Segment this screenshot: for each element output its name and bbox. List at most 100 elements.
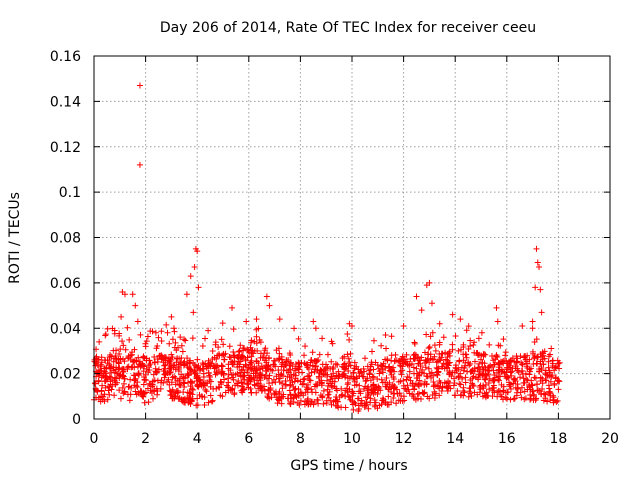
data-point <box>120 373 127 380</box>
data-point <box>185 379 192 386</box>
data-point <box>180 359 187 366</box>
data-point <box>240 363 247 370</box>
data-point <box>444 357 451 364</box>
data-point <box>547 392 554 399</box>
data-point <box>392 351 399 358</box>
data-point <box>140 373 147 380</box>
data-point <box>164 329 171 336</box>
data-point <box>182 337 189 344</box>
data-point <box>467 390 474 397</box>
data-point <box>467 360 474 367</box>
data-point <box>186 365 193 372</box>
data-point <box>500 357 507 364</box>
data-point <box>486 375 493 382</box>
data-point <box>164 378 171 385</box>
data-point <box>542 377 549 384</box>
data-point <box>548 373 555 380</box>
y-tick-label: 0.16 <box>50 49 81 65</box>
data-point <box>537 358 544 365</box>
data-point <box>216 384 223 391</box>
data-point <box>215 367 222 374</box>
data-point <box>241 345 248 352</box>
data-point <box>201 401 208 408</box>
data-point <box>385 363 392 370</box>
data-point <box>319 394 326 401</box>
data-point <box>398 371 405 378</box>
data-point <box>490 357 497 364</box>
data-point <box>362 402 369 409</box>
data-point <box>229 374 236 381</box>
data-point <box>427 351 434 358</box>
data-point <box>178 342 185 349</box>
data-point <box>414 375 421 382</box>
data-point <box>367 399 374 406</box>
data-point <box>111 392 118 399</box>
data-point <box>400 393 407 400</box>
data-point <box>102 331 109 338</box>
data-point <box>438 387 445 394</box>
data-point <box>379 369 386 376</box>
data-point <box>170 325 177 332</box>
data-point <box>364 394 371 401</box>
data-point <box>194 248 201 255</box>
data-point <box>497 342 504 349</box>
data-point <box>500 388 507 395</box>
data-point <box>365 405 372 412</box>
data-point <box>338 385 345 392</box>
data-point <box>102 332 109 339</box>
data-point <box>245 380 252 387</box>
data-point <box>521 354 528 361</box>
data-point <box>323 361 330 368</box>
data-point <box>136 161 143 168</box>
data-point <box>500 336 507 343</box>
data-point <box>173 355 180 362</box>
data-point <box>250 350 257 357</box>
data-point <box>447 385 454 392</box>
data-point <box>460 343 467 350</box>
data-point <box>132 388 139 395</box>
data-point <box>433 371 440 378</box>
data-point <box>531 374 538 381</box>
x-tick-label: 18 <box>549 431 567 447</box>
data-point <box>334 387 341 394</box>
data-point <box>319 335 326 342</box>
data-point <box>149 381 156 388</box>
data-point <box>376 402 383 409</box>
data-point <box>390 395 397 402</box>
data-point <box>280 367 287 374</box>
data-point <box>519 368 526 375</box>
data-point <box>120 366 127 373</box>
data-point <box>269 379 276 386</box>
data-point <box>312 325 319 332</box>
data-point <box>534 259 541 266</box>
data-point <box>495 360 502 367</box>
data-point <box>206 372 213 379</box>
data-point <box>192 369 199 376</box>
data-point <box>297 378 304 385</box>
data-point <box>388 371 395 378</box>
data-point <box>331 383 338 390</box>
data-point <box>219 393 226 400</box>
data-point <box>190 309 197 316</box>
data-point <box>483 389 490 396</box>
data-point <box>524 364 531 371</box>
data-point <box>345 393 352 400</box>
y-tick-label: 0.12 <box>50 140 81 156</box>
data-point <box>491 377 498 384</box>
data-point <box>382 399 389 406</box>
data-point <box>403 388 410 395</box>
data-point <box>127 376 134 383</box>
y-tick-label: 0.04 <box>50 321 81 337</box>
data-point <box>126 397 133 404</box>
data-point <box>433 359 440 366</box>
data-point <box>96 338 103 345</box>
data-point <box>328 338 335 345</box>
data-point <box>538 391 545 398</box>
data-point <box>301 375 308 382</box>
x-tick-labels: 0 2 4 6 8 10 12 14 16 18 20 <box>90 431 619 447</box>
data-point <box>226 354 233 361</box>
data-point <box>132 377 139 384</box>
data-point <box>189 335 196 342</box>
data-point <box>312 389 319 396</box>
data-point <box>440 360 447 367</box>
